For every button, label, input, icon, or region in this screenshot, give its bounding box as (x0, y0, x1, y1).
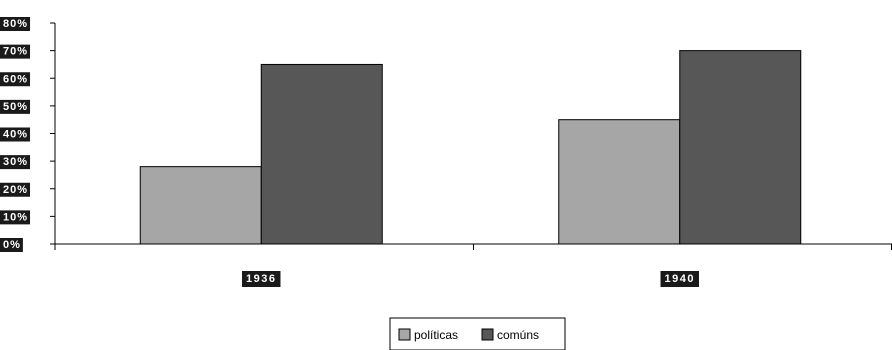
y-tick-label: 60% (3, 73, 28, 85)
y-tick-label: 20% (3, 184, 28, 196)
bar-1940-politicas (558, 119, 681, 245)
y-tick-label-bg (0, 72, 31, 87)
y-tick-label-bg (0, 182, 31, 197)
y-axis: 0% 10% 20% 30% 40% 50% 60% 70% 80% (0, 17, 56, 252)
y-tick-label-bg (0, 17, 31, 31)
legend-swatch-politicas (398, 328, 411, 341)
legend-label-politicas: políticas (414, 328, 458, 342)
legend-label-comuns: comúns (497, 328, 539, 342)
y-tick-label-bg (0, 127, 31, 142)
legend-box (389, 317, 566, 350)
y-tick-label: 10% (3, 211, 28, 223)
bars (139, 50, 802, 245)
y-tick-label: 40% (3, 129, 28, 141)
y-tick-label: 50% (3, 101, 28, 113)
y-tick-label: 70% (3, 46, 28, 58)
y-tick-label-bg (0, 238, 23, 252)
bar-1940-comuns (679, 50, 802, 245)
bar-1936-comuns (260, 63, 383, 245)
legend: políticas comúns (389, 317, 566, 350)
y-tick-label: 80% (3, 18, 28, 30)
x-category-label: 1936 (246, 273, 276, 285)
x-axis: 1936 1940 (54, 243, 892, 287)
y-tick-label-bg (0, 210, 31, 225)
y-tick-label: 30% (3, 156, 28, 168)
bar-1936-politicas (139, 166, 262, 245)
legend-swatch-comuns (481, 328, 494, 341)
y-tick-label-bg (0, 99, 31, 114)
x-category-label-bg (242, 271, 281, 287)
x-category-label: 1940 (665, 273, 695, 285)
y-tick-label-bg (0, 44, 31, 59)
x-category-label-bg (660, 271, 699, 287)
y-tick-label-bg (0, 155, 31, 170)
y-tick-label: 0% (3, 239, 21, 251)
